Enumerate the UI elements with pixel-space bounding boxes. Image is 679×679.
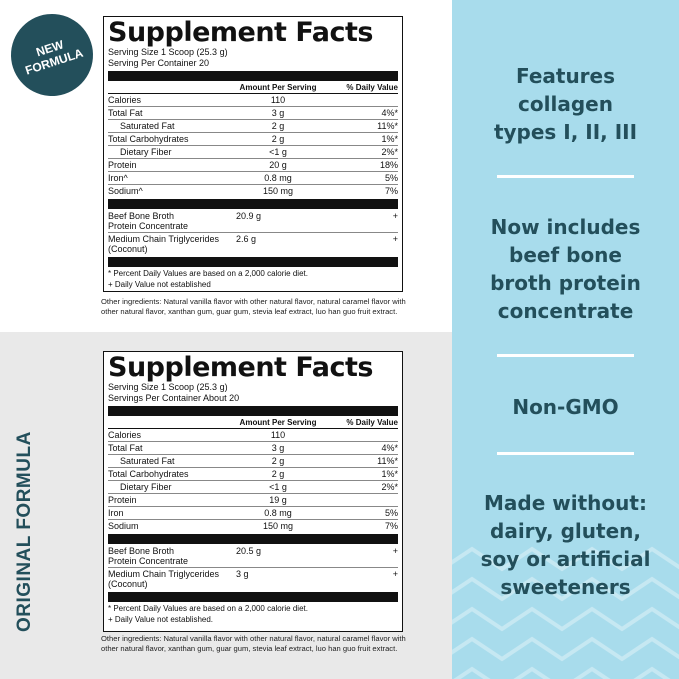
nutrient-row: Sodium^ 150 mg 7% <box>108 184 398 196</box>
footnote-not-established: + Daily Value not established <box>108 280 211 289</box>
other-ingredients-original: Other ingredients: Natural vanilla flavo… <box>101 634 406 653</box>
nutrient-rows: Calories 110 Total Fat 3 g 4%* Saturated Fa… <box>108 429 398 532</box>
nutrient-row: Sodium 150 mg 7% <box>108 519 398 531</box>
nutrient-row: Protein 19 g <box>108 493 398 506</box>
panel-title: Supplement Facts <box>108 352 373 383</box>
ingredient-row: Medium Chain Triglycerides (Coconut) 2.6 g… <box>108 232 398 254</box>
ingredient-row: Beef Bone Broth Protein Concentrate 20.5 g… <box>108 546 398 566</box>
servings-per-container: Serving Per Container 20 <box>108 58 210 68</box>
nutrient-row: Total Fat 3 g 4%* <box>108 106 398 118</box>
supplement-facts-new: Supplement Facts Serving Size 1 Scoop (2… <box>103 16 403 292</box>
nutrient-row: Dietary Fiber <1 g 2%* <box>108 480 398 493</box>
divider-bar <box>108 534 398 544</box>
nutrient-row: Saturated Fat 2 g 11%* <box>108 454 398 467</box>
nutrient-rows: Calories 110 Total Fat 3 g 4%* Saturated Fa… <box>108 94 398 197</box>
ingredient-row: Beef Bone Broth Protein Concentrate 20.9 g… <box>108 211 398 231</box>
divider-bar <box>108 257 398 267</box>
extra-rows: Beef Bone Broth Protein Concentrate 20.5 g… <box>108 545 398 590</box>
feature-divider <box>497 354 634 357</box>
amount-header: Amount Per Serving <box>239 418 317 427</box>
serving-size: Serving Size 1 Scoop (25.3 g) <box>108 382 228 392</box>
nutrient-row: Iron^ 0.8 mg 5% <box>108 171 398 183</box>
feature-divider <box>497 175 634 178</box>
nutrient-row: Dietary Fiber <1 g 2%* <box>108 145 398 158</box>
nutrient-row: Saturated Fat 2 g 11%* <box>108 119 398 132</box>
features-sidebar <box>452 0 679 679</box>
extra-rows: Beef Bone Broth Protein Concentrate 20.9 g… <box>108 210 398 255</box>
nutrient-row: Calories 110 <box>108 430 286 440</box>
divider-bar <box>108 592 398 602</box>
nutrient-row: Total Carbohydrates 2 g 1%* <box>108 132 398 144</box>
divider-bar <box>108 71 398 81</box>
chevron-pattern <box>452 546 679 679</box>
nutrient-row: Total Carbohydrates 2 g 1%* <box>108 467 398 479</box>
feature-divider <box>497 452 634 455</box>
serving-size: Serving Size 1 Scoop (25.3 g) <box>108 47 228 57</box>
divider-bar <box>108 406 398 416</box>
panel-title: Supplement Facts <box>108 17 373 48</box>
column-headers: Amount Per Serving % Daily Value <box>108 417 398 429</box>
feature-made-without: Made without: dairy, gluten, soy or artifi… <box>480 491 651 599</box>
nutrient-row: Protein 20 g 18% <box>108 158 398 170</box>
divider-bar <box>108 199 398 209</box>
dv-header: % Daily Value <box>346 83 398 92</box>
feature-non-gmo: Non-GMO <box>512 395 619 419</box>
supplement-facts-original: Supplement Facts Serving Size 1 Scoop (2… <box>103 351 403 632</box>
other-ingredients-new: Other ingredients: Natural vanilla flavo… <box>101 297 406 316</box>
feature-collagen: Features collagen types I, II, III <box>493 64 638 144</box>
footnote-not-established: + Daily Value not established. <box>108 615 214 624</box>
footnote-dv: * Percent Daily Values are based on a 2,… <box>108 604 308 613</box>
feature-bone-broth: Now includes beef bone broth protein concen… <box>490 215 641 323</box>
original-formula-label: ORIGINAL FORMULA <box>14 431 35 632</box>
nutrient-row: Calories 110 <box>108 95 286 105</box>
ingredient-row: Medium Chain Triglycerides (Coconut) 3 g + <box>108 567 398 589</box>
amount-header: Amount Per Serving <box>239 83 317 92</box>
servings-per-container: Servings Per Container About 20 <box>108 393 240 403</box>
nutrient-row: Iron 0.8 mg 5% <box>108 506 398 518</box>
nutrient-row: Total Fat 3 g 4%* <box>108 441 398 453</box>
dv-header: % Daily Value <box>346 418 398 427</box>
column-headers: Amount Per Serving % Daily Value <box>108 82 398 94</box>
footnote-dv: * Percent Daily Values are based on a 2,… <box>108 269 308 278</box>
